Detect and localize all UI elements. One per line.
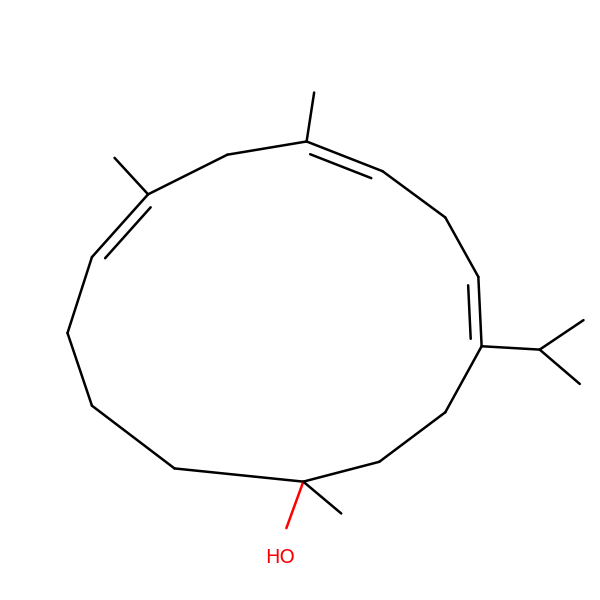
Text: HO: HO bbox=[265, 548, 295, 567]
